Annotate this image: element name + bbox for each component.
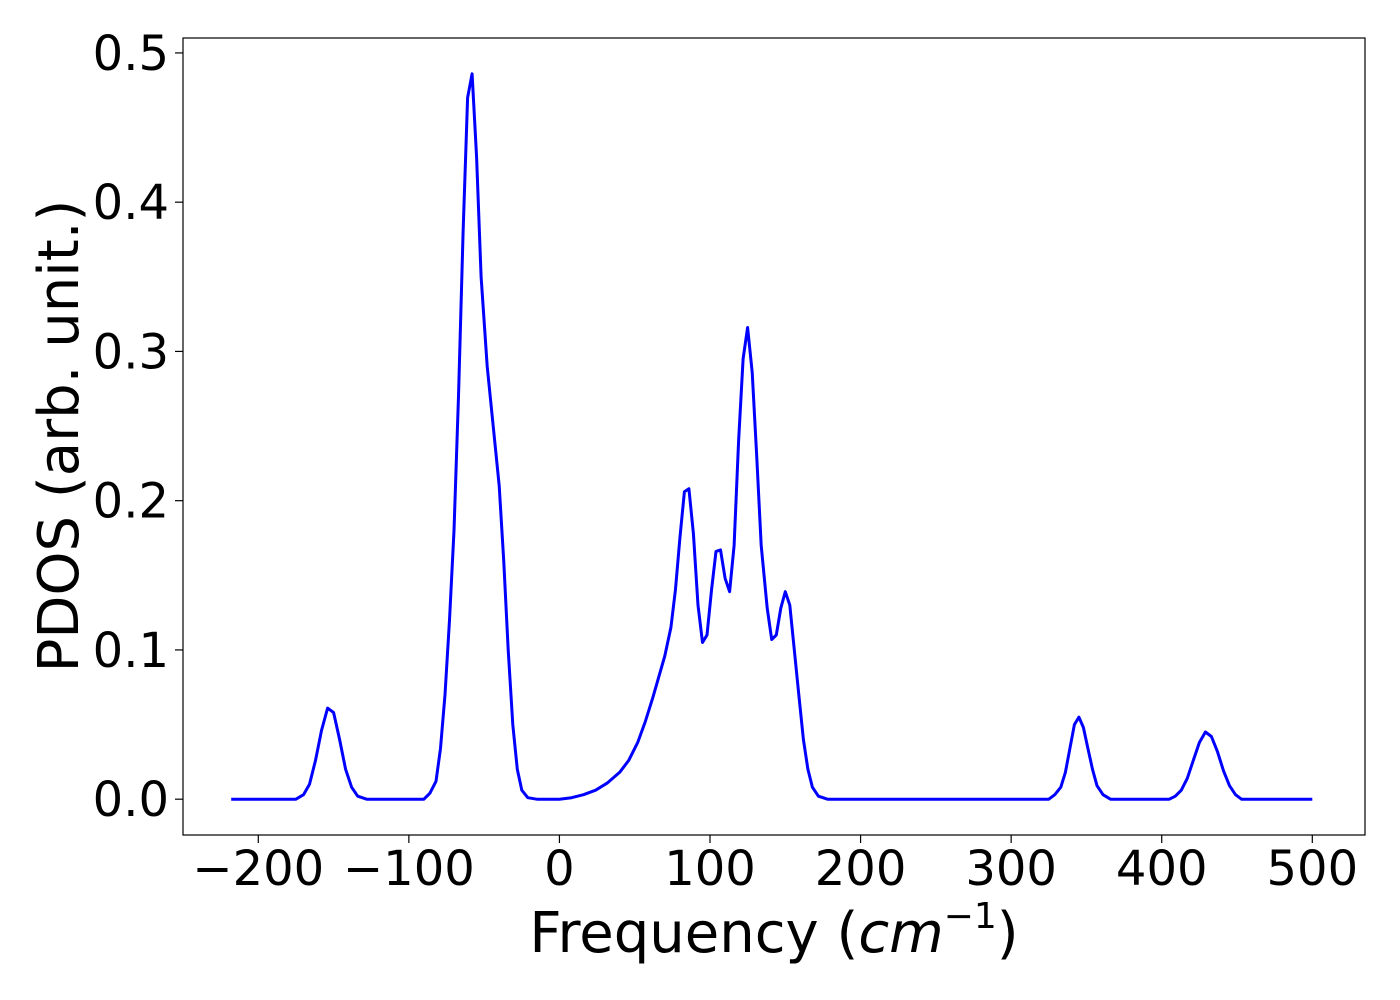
- y-tick-label: 0.0: [93, 772, 169, 828]
- x-tick-label: 0: [544, 841, 575, 897]
- y-axis: 0.0 0.1 0.2 0.3 0.4 0.5: [93, 26, 183, 828]
- series-line-0: [231, 72, 1313, 801]
- x-tick-label: 300: [965, 841, 1057, 897]
- y-tick-label: 0.1: [93, 623, 169, 679]
- plot-frame: [182, 37, 1366, 836]
- y-tick-label: 0.5: [93, 26, 169, 82]
- x-tick-label: 500: [1266, 841, 1358, 897]
- x-tick-label: −200: [192, 841, 324, 897]
- x-axis-title-exponent: −1: [944, 896, 997, 937]
- x-tick-label: 400: [1116, 841, 1208, 897]
- x-axis-title-close: ): [997, 901, 1019, 966]
- x-axis-title-unit: cm: [858, 901, 943, 966]
- x-tick-label: −100: [343, 841, 475, 897]
- x-axis: −200 −100 0 100 200 300 400 500: [192, 835, 1358, 897]
- y-tick-label: 0.2: [93, 474, 169, 530]
- x-tick-label: 100: [664, 841, 756, 897]
- y-tick-label: 0.3: [93, 324, 169, 380]
- x-axis-title: Frequency (cm−1): [529, 896, 1018, 966]
- x-axis-title-text: Frequency (: [529, 901, 858, 966]
- y-axis-title: PDOS (arb. unit.): [27, 200, 92, 673]
- x-tick-label: 200: [815, 841, 907, 897]
- y-tick-label: 0.4: [93, 175, 169, 231]
- plot-area: [182, 37, 1366, 836]
